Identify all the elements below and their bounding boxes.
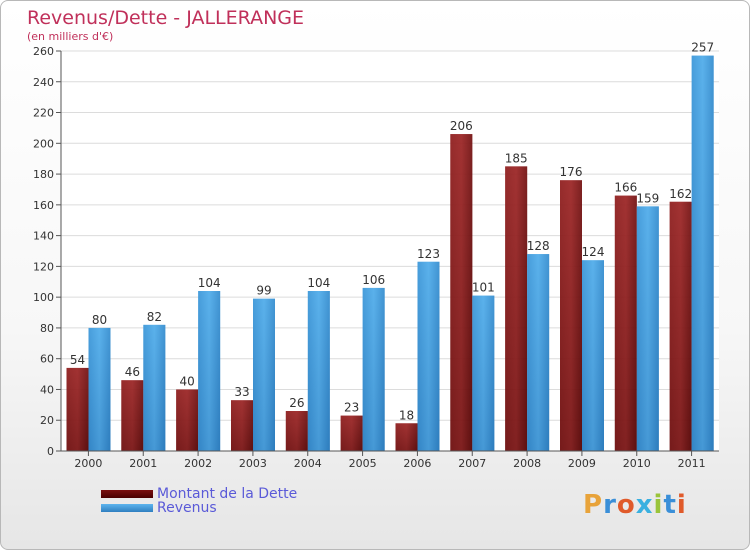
data-label: 26 (289, 396, 304, 410)
bar-revenus-shade (527, 254, 550, 451)
proxiti-logo: Proxiti (583, 490, 687, 520)
logo-letter: i (676, 490, 687, 520)
data-label: 159 (636, 191, 659, 205)
x-tick-label: 2003 (239, 457, 267, 470)
y-tick-label: 220 (33, 107, 54, 120)
bar-dette-shade (505, 166, 528, 451)
data-label: 33 (234, 385, 249, 399)
data-label: 99 (256, 284, 271, 298)
data-label: 40 (180, 374, 195, 388)
bar-dette-shade (121, 380, 144, 451)
bar-revenus-shade (253, 298, 275, 451)
legend-swatch-revenus (101, 504, 153, 512)
plot-area (61, 51, 719, 451)
data-label: 54 (70, 353, 85, 367)
y-tick-label: 180 (33, 168, 54, 181)
y-tick-label: 120 (33, 260, 54, 273)
bar-revenus-shade (143, 324, 166, 451)
y-tick-label: 20 (40, 414, 54, 427)
y-tick-label: 200 (33, 137, 54, 150)
y-tick-label: 240 (33, 76, 54, 89)
chart-title: Revenus/Dette - JALLERANGE (27, 7, 305, 29)
data-label: 166 (614, 181, 637, 195)
y-tick-label: 140 (33, 230, 54, 243)
y-tick-label: 100 (33, 291, 54, 304)
y-tick-label: 260 (33, 45, 54, 58)
bar-dette-shade (285, 411, 308, 451)
bar-revenus-shade (198, 291, 221, 451)
data-label: 82 (147, 310, 162, 324)
data-label: 206 (450, 119, 473, 133)
bar-revenus-shade (362, 287, 385, 451)
x-tick-label: 2001 (129, 457, 157, 470)
data-label: 162 (669, 187, 692, 201)
logo-letter: o (616, 490, 636, 520)
bar-dette-shade (395, 423, 418, 451)
legend-label-revenus: Revenus (157, 500, 217, 516)
x-tick-label: 2005 (349, 457, 377, 470)
x-tick-label: 2007 (458, 457, 486, 470)
chart-subtitle: (en milliers d'€) (27, 30, 114, 43)
data-label: 104 (198, 276, 221, 290)
bar-dette-shade (614, 195, 637, 451)
legend-swatch-dette (101, 490, 153, 498)
y-tick-label: 160 (33, 199, 54, 212)
data-label: 80 (92, 313, 107, 327)
x-tick-label: 2004 (294, 457, 322, 470)
data-label: 176 (560, 165, 583, 179)
bar-dette-shade (176, 389, 199, 451)
bar-dette-shade (231, 400, 253, 451)
data-label: 101 (472, 281, 495, 295)
bar-revenus-shade (582, 260, 604, 451)
x-tick-label: 2006 (403, 457, 431, 470)
bar-revenus-shade (636, 206, 659, 451)
data-label: 104 (307, 276, 330, 290)
x-tick-label: 2002 (184, 457, 212, 470)
x-tick-label: 2009 (568, 457, 596, 470)
legend-label-dette: Montant de la Dette (157, 486, 298, 502)
data-label: 46 (125, 365, 140, 379)
data-label: 257 (691, 41, 714, 55)
logo-letter: r (603, 490, 617, 520)
x-tick-label: 2011 (678, 457, 706, 470)
bar-dette-shade (66, 367, 89, 451)
data-label: 123 (417, 247, 440, 261)
bar-dette-shade (669, 201, 692, 451)
x-tick-label: 2008 (513, 457, 541, 470)
data-label: 18 (399, 408, 414, 422)
bar-revenus-shade (88, 327, 111, 451)
logo-letter: i (653, 490, 664, 520)
y-tick-label: 40 (40, 383, 54, 396)
bar-revenus-shade (691, 55, 714, 451)
bar-revenus-shade (417, 261, 440, 451)
y-tick-label: 60 (40, 353, 54, 366)
logo-letter: t (663, 490, 677, 520)
x-tick-label: 2010 (623, 457, 651, 470)
bar-dette-shade (340, 415, 363, 451)
y-tick-label: 0 (47, 445, 54, 458)
logo-letter: P (583, 490, 604, 520)
bar-revenus-shade (472, 295, 495, 451)
bar-dette-shade (560, 180, 582, 451)
data-label: 23 (344, 401, 359, 415)
bar-revenus-shade (307, 291, 330, 451)
y-tick-label: 80 (40, 322, 54, 335)
bar-dette-shade (450, 134, 473, 452)
x-tick-label: 2000 (74, 457, 102, 470)
data-label: 185 (505, 151, 528, 165)
data-label: 128 (527, 239, 550, 253)
data-label: 106 (362, 273, 385, 287)
logo-letter: x (635, 490, 654, 520)
data-label: 124 (582, 245, 605, 259)
